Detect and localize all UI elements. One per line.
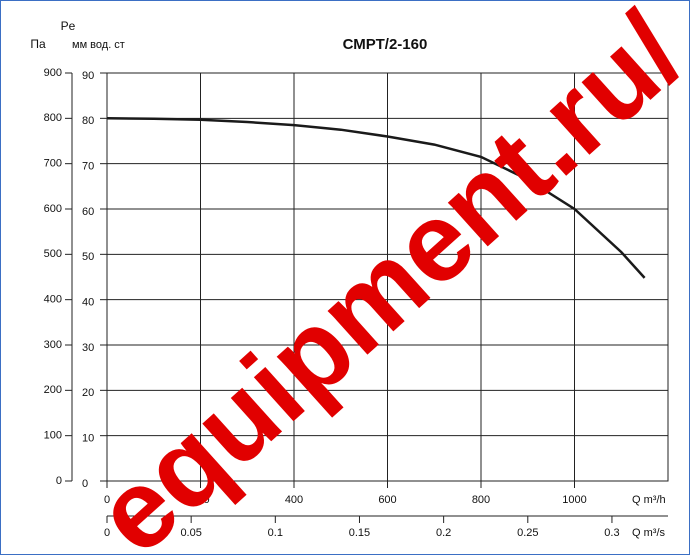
y2-tick-label: 40: [82, 297, 94, 309]
x2-tick-label: 0.25: [517, 527, 538, 539]
x2-tick-label: 0: [104, 527, 110, 539]
y-tick-label: 400: [44, 294, 62, 306]
x-tick-label: 0: [104, 494, 110, 506]
x2-tick-label: 0.05: [180, 527, 201, 539]
x-tick-label: 800: [472, 494, 490, 506]
plot-frame: [106, 72, 669, 482]
curve: [106, 117, 646, 279]
x-label: Q m³/h: [632, 494, 666, 506]
x-tick-label: 400: [285, 494, 303, 506]
y2-tick-label: 60: [82, 206, 94, 218]
y-tick-label: 300: [44, 339, 62, 351]
y-tick-label: 600: [44, 203, 62, 215]
y2-tick-label: 50: [82, 251, 94, 263]
y2-tick-label: 10: [82, 433, 94, 445]
x-tick-label: 200: [191, 494, 209, 506]
y2-tick-label: 70: [82, 161, 94, 173]
y-tick-label: 700: [44, 158, 62, 170]
chart-title: СМРТ/2-160: [343, 36, 428, 53]
y2-label: мм вод. ст: [72, 39, 125, 51]
x2-tick-label: 0.15: [349, 527, 370, 539]
y2-tick-label: 30: [82, 342, 94, 354]
y2-tick-label: 0: [82, 478, 88, 490]
y2-tick-label: 90: [82, 70, 94, 82]
x2-tick-label: 0.3: [604, 527, 619, 539]
x2-tick-label: 0.2: [436, 527, 451, 539]
y2-tick-label: 80: [82, 115, 94, 127]
y-tick-label: 100: [44, 430, 62, 442]
y-label-top: Pe: [61, 19, 76, 33]
y-tick-label: 200: [44, 384, 62, 396]
x2-tick-label: 0.1: [268, 527, 283, 539]
x-tick-label: 600: [378, 494, 396, 506]
x2-label: Q m³/s: [632, 527, 665, 539]
y-label: Па: [30, 37, 46, 51]
y-tick-label: 900: [44, 67, 62, 79]
y-tick-label: 0: [56, 475, 62, 487]
x-tick-label: 1000: [562, 494, 586, 506]
y-tick-label: 500: [44, 248, 62, 260]
y2-tick-label: 20: [82, 387, 94, 399]
y-tick-label: 800: [44, 112, 62, 124]
